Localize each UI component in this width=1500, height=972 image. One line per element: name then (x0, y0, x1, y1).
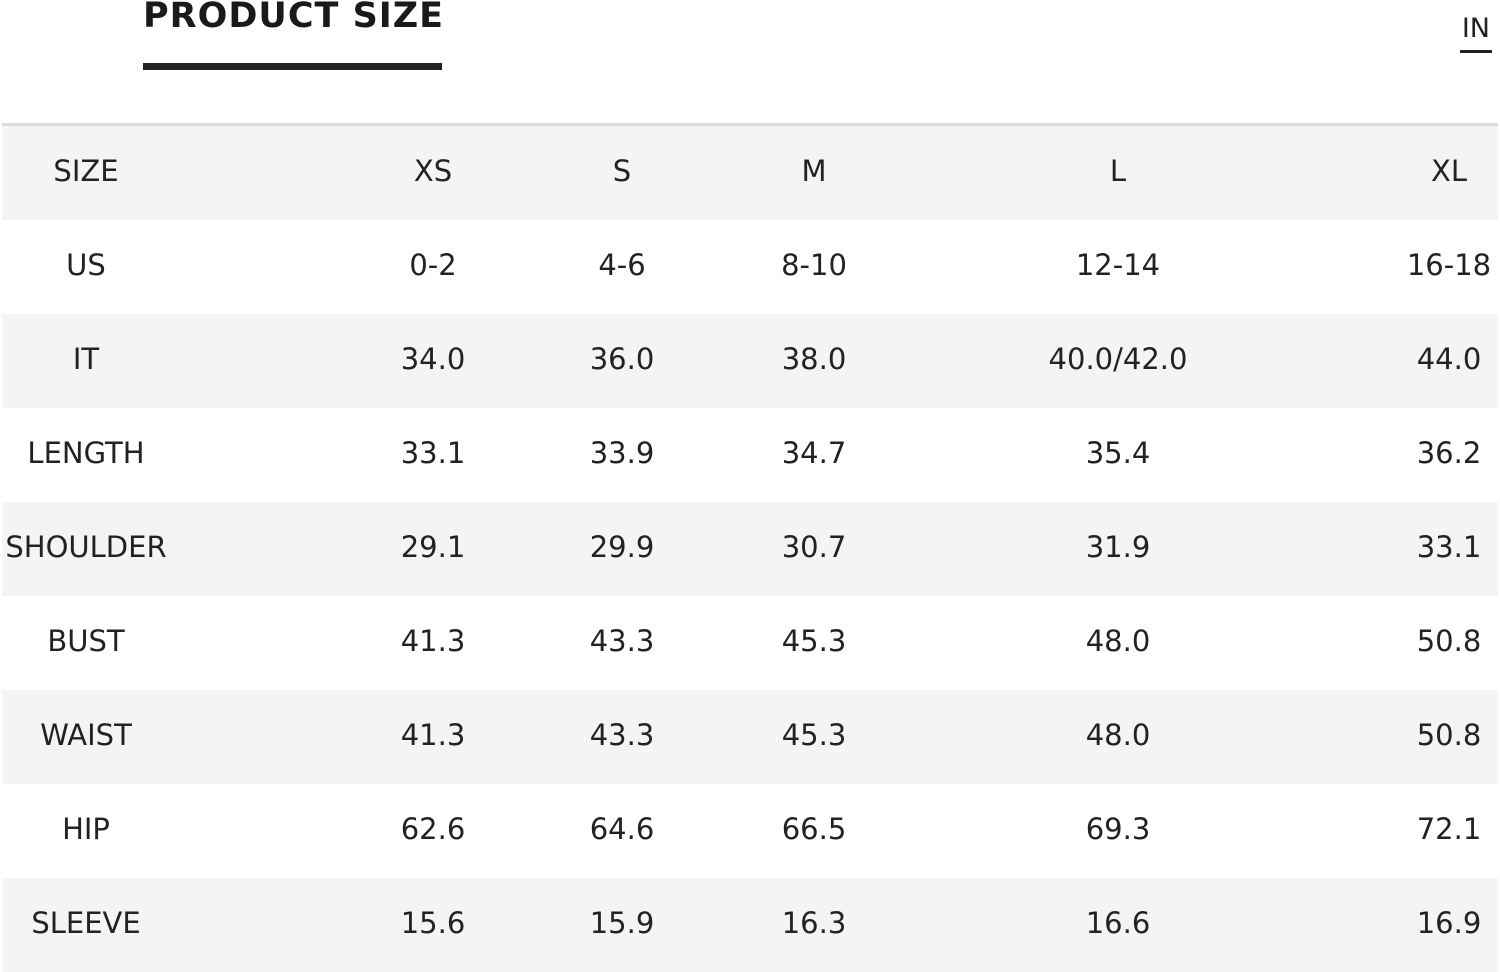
table-cell: 36.0 (589, 342, 655, 376)
table-cell: 69.3 (1085, 812, 1151, 846)
table-header-row: SIZE XS S M L XL (2, 126, 1498, 220)
table-cell: 29.9 (589, 530, 655, 564)
table-cell: 41.3 (400, 718, 466, 752)
table-cell: 0-2 (409, 248, 457, 282)
header-divider (2, 123, 1498, 126)
table-cell: 15.9 (589, 906, 655, 940)
row-label: SHOULDER (5, 530, 167, 564)
table-cell: 8-10 (781, 248, 847, 282)
column-header-xs: XS (413, 154, 453, 188)
table-cell: 38.0 (781, 342, 847, 376)
table-cell: 50.8 (1416, 718, 1482, 752)
table-cell: 29.1 (400, 530, 466, 564)
table-cell: 33.1 (400, 436, 466, 470)
table-row-sleeve: SLEEVE 15.6 15.9 16.3 16.6 16.9 (2, 878, 1498, 972)
table-cell: 41.3 (400, 624, 466, 658)
table-row-hip: HIP 62.6 64.6 66.5 69.3 72.1 (2, 784, 1498, 878)
table-cell: 33.1 (1416, 530, 1482, 564)
table-cell: 16.9 (1416, 906, 1482, 940)
table-row-us: US 0-2 4-6 8-10 12-14 16-18 (2, 220, 1498, 314)
row-label: SLEEVE (31, 906, 141, 940)
row-label: IT (72, 342, 100, 376)
table-cell: 62.6 (400, 812, 466, 846)
tab-product-size[interactable]: PRODUCT SIZE (143, 0, 445, 72)
table-cell: 35.4 (1085, 436, 1151, 470)
table-cell: 66.5 (781, 812, 847, 846)
column-header-size: SIZE (53, 154, 119, 188)
table-cell: 64.6 (589, 812, 655, 846)
table-cell: 4-6 (598, 248, 646, 282)
table-cell: 34.7 (781, 436, 847, 470)
size-chart-table: SIZE XS S M L XL US 0-2 4-6 8-10 12-14 1… (2, 126, 1498, 972)
table-cell: 72.1 (1416, 812, 1482, 846)
table-cell: 50.8 (1416, 624, 1482, 658)
column-header-xl: XL (1430, 154, 1468, 188)
column-header-s: S (612, 154, 632, 188)
table-row-it: IT 34.0 36.0 38.0 40.0/42.0 44.0 (2, 314, 1498, 408)
unit-toggle-inches[interactable]: IN (1459, 12, 1492, 54)
row-label: BUST (47, 624, 125, 658)
column-header-l: L (1109, 154, 1127, 188)
row-label: US (66, 248, 106, 282)
table-cell: 44.0 (1416, 342, 1482, 376)
table-row-bust: BUST 41.3 43.3 45.3 48.0 50.8 (2, 596, 1498, 690)
table-cell: 16.3 (781, 906, 847, 940)
tab-product-size-label: PRODUCT SIZE (143, 0, 445, 36)
table-cell: 16-18 (1406, 248, 1492, 282)
table-cell: 33.9 (589, 436, 655, 470)
table-row-waist: WAIST 41.3 43.3 45.3 48.0 50.8 (2, 690, 1498, 784)
row-label: LENGTH (27, 436, 145, 470)
table-cell: 43.3 (589, 718, 655, 752)
table-cell: 34.0 (400, 342, 466, 376)
table-cell: 30.7 (781, 530, 847, 564)
table-cell: 16.6 (1085, 906, 1151, 940)
table-cell: 48.0 (1085, 624, 1151, 658)
table-cell: 12-14 (1075, 248, 1161, 282)
active-tab-indicator (143, 63, 442, 70)
row-label: WAIST (40, 718, 132, 752)
unit-label: IN (1459, 12, 1492, 53)
column-header-m: M (801, 154, 827, 188)
table-cell: 36.2 (1416, 436, 1482, 470)
table-cell: 43.3 (589, 624, 655, 658)
table-row-shoulder: SHOULDER 29.1 29.9 30.7 31.9 33.1 (2, 502, 1498, 596)
table-cell: 48.0 (1085, 718, 1151, 752)
table-cell: 15.6 (400, 906, 466, 940)
table-cell: 31.9 (1085, 530, 1151, 564)
row-label: HIP (62, 812, 110, 846)
table-cell: 40.0/42.0 (1048, 342, 1188, 376)
table-row-length: LENGTH 33.1 33.9 34.7 35.4 36.2 (2, 408, 1498, 502)
table-cell: 45.3 (781, 624, 847, 658)
table-cell: 45.3 (781, 718, 847, 752)
